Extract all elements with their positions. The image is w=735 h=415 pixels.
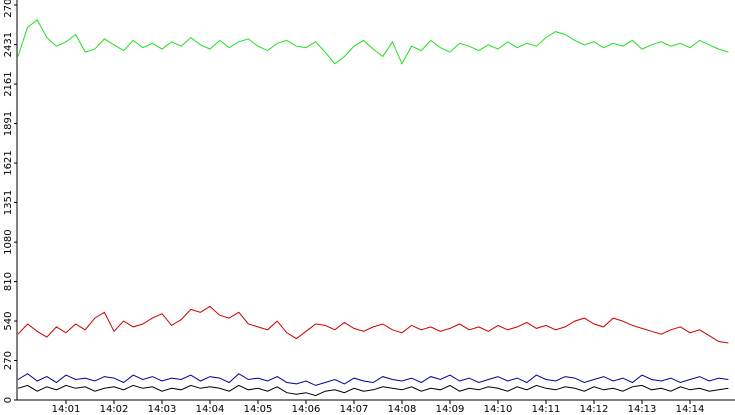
y-tick-label: 270 — [3, 351, 14, 370]
y-tick-label: 1891 — [3, 111, 14, 136]
y-tick-label: 1080 — [3, 229, 14, 254]
x-tick-label: 14:08 — [388, 404, 417, 415]
x-tick-label: 14:05 — [244, 404, 273, 415]
series-line — [17, 305, 729, 344]
x-tick-label: 14:10 — [484, 404, 513, 415]
x-tick-label: 14:01 — [52, 404, 81, 415]
y-tick-label: 2702 — [3, 0, 14, 18]
x-tick-label: 14:03 — [148, 404, 177, 415]
series-line — [17, 373, 729, 386]
x-tick-label: 14:13 — [628, 404, 657, 415]
series-line — [17, 19, 729, 65]
x-tick-label: 14:04 — [196, 404, 225, 415]
y-tick-label: 0 — [3, 397, 14, 403]
y-tick-label: 2431 — [3, 32, 14, 57]
y-tick-label: 810 — [3, 272, 14, 291]
x-tick-label: 14:09 — [436, 404, 465, 415]
x-tick-label: 14:02 — [100, 404, 129, 415]
x-tick-label: 14:06 — [292, 404, 321, 415]
y-tick-label: 1351 — [3, 190, 14, 215]
x-tick-label: 14:14 — [676, 404, 705, 415]
x-tick-label: 14:12 — [580, 404, 609, 415]
y-tick-label: 540 — [3, 312, 14, 331]
series-line — [17, 384, 729, 397]
x-tick-label: 14:11 — [532, 404, 561, 415]
y-tick-label: 1621 — [3, 150, 14, 175]
x-tick-label: 14:07 — [340, 404, 369, 415]
y-tick-label: 2161 — [3, 71, 14, 96]
